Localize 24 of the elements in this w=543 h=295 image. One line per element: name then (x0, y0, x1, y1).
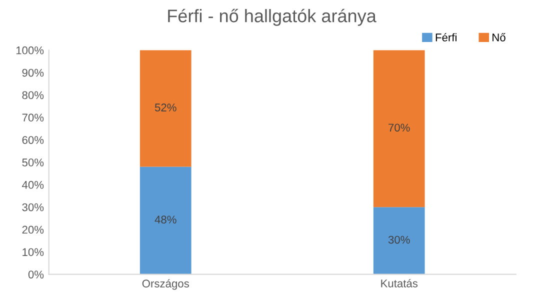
bar (373, 207, 425, 274)
data-label: 70% (388, 124, 410, 132)
y-tick-label: 70% (22, 114, 44, 122)
chart-title: Férfi - nő hallgatók aránya (168, 8, 376, 26)
x-tick-label: Országos (142, 279, 189, 290)
y-tick-label: 90% (22, 68, 44, 77)
y-tick-label: 40% (22, 180, 44, 189)
y-tick-label: 10% (22, 248, 44, 256)
data-label: 52% (154, 104, 176, 112)
legend-label: Nő (492, 33, 506, 42)
y-tick-label: 60% (22, 136, 44, 144)
y-tick-label: 80% (22, 91, 44, 100)
x-tick-label: Kutatás (381, 279, 418, 288)
bar (373, 50, 425, 208)
y-tick-label: 30% (22, 203, 44, 212)
data-label: 30% (388, 236, 410, 244)
y-tick-label: 50% (22, 158, 44, 166)
y-tick-label: 0% (28, 270, 44, 278)
y-tick-label: 100% (16, 46, 44, 54)
bar (140, 166, 192, 274)
y-tick-label: 20% (22, 226, 44, 234)
legend-label: Férfi (436, 33, 456, 42)
data-label: 48% (154, 216, 176, 224)
bar (140, 50, 192, 167)
